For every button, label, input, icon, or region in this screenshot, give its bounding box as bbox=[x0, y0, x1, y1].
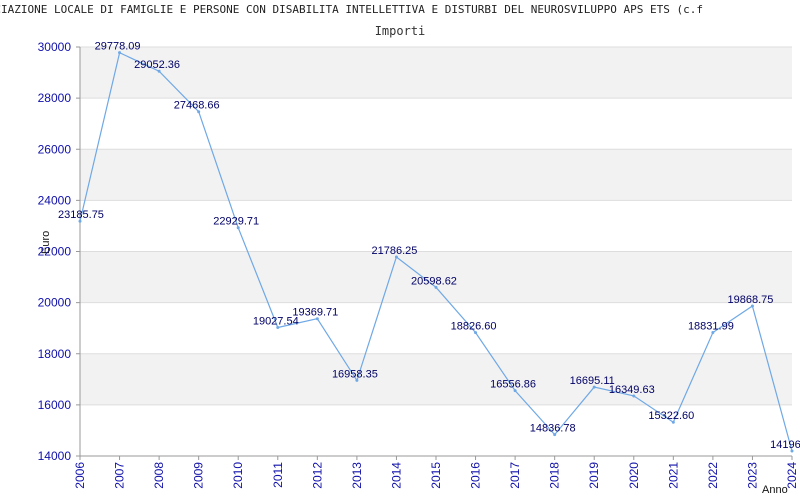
data-label: 27468.66 bbox=[174, 100, 220, 112]
y-tick-label: 18000 bbox=[38, 347, 72, 361]
x-tick-label: 2008 bbox=[152, 462, 166, 489]
data-point bbox=[474, 331, 478, 335]
data-point bbox=[394, 255, 398, 259]
x-tick-label: 2016 bbox=[469, 462, 483, 489]
y-tick-label: 26000 bbox=[38, 142, 72, 156]
x-tick-label: 2022 bbox=[706, 462, 720, 489]
x-tick-label: 2013 bbox=[350, 462, 364, 489]
data-point bbox=[434, 285, 438, 289]
data-point bbox=[671, 420, 675, 424]
y-tick-label: 30000 bbox=[38, 40, 72, 54]
data-label: 22929.71 bbox=[213, 216, 259, 228]
data-point bbox=[553, 433, 557, 437]
data-point bbox=[157, 69, 161, 73]
x-tick-label: 2010 bbox=[231, 462, 245, 489]
data-point bbox=[118, 51, 122, 55]
grid-band bbox=[80, 251, 792, 303]
y-tick-label: 20000 bbox=[38, 296, 72, 310]
x-tick-label: 2006 bbox=[73, 462, 87, 489]
data-point bbox=[513, 389, 517, 393]
data-point bbox=[355, 378, 359, 382]
x-tick-label: 2023 bbox=[745, 462, 759, 489]
x-tick-label: 2009 bbox=[192, 462, 206, 489]
data-label: 23185.75 bbox=[58, 209, 104, 221]
x-tick-label: 2012 bbox=[310, 462, 324, 489]
data-label: 19027.54 bbox=[253, 315, 299, 327]
data-point bbox=[315, 317, 319, 321]
data-label: 14196.0 bbox=[770, 439, 800, 451]
data-label: 16695.11 bbox=[570, 375, 615, 387]
y-tick-label: 14000 bbox=[38, 449, 72, 463]
data-point bbox=[750, 304, 754, 308]
data-point bbox=[592, 385, 596, 389]
data-point bbox=[197, 110, 201, 114]
data-label: 29778.09 bbox=[95, 41, 141, 53]
data-label: 18826.60 bbox=[451, 321, 497, 333]
data-point bbox=[711, 330, 715, 334]
grid-band bbox=[80, 47, 792, 99]
data-label: 14836.78 bbox=[530, 423, 576, 435]
chart-subtitle: Importi bbox=[374, 24, 426, 38]
grid-band bbox=[80, 149, 792, 201]
x-tick-label: 2014 bbox=[389, 462, 403, 489]
data-point bbox=[276, 325, 280, 329]
x-tick-label: 2020 bbox=[627, 462, 641, 489]
x-tick-label: 2007 bbox=[113, 462, 127, 489]
y-tick-label: 28000 bbox=[38, 91, 72, 105]
y-tick-label: 22000 bbox=[38, 245, 72, 259]
data-point bbox=[632, 394, 636, 398]
x-tick-label: 2019 bbox=[587, 462, 601, 489]
data-point bbox=[78, 219, 82, 223]
data-label: 19868.75 bbox=[727, 294, 773, 306]
data-label: 21786.25 bbox=[371, 245, 417, 257]
x-tick-label: 2011 bbox=[271, 462, 285, 488]
data-label: 20598.62 bbox=[411, 275, 457, 287]
data-label: 18831.99 bbox=[688, 320, 734, 332]
x-tick-label: 2021 bbox=[666, 462, 680, 489]
data-label: 15322.60 bbox=[648, 410, 694, 422]
data-label: 16958.35 bbox=[332, 368, 378, 380]
y-tick-label: 16000 bbox=[38, 398, 72, 412]
x-tick-label: 2017 bbox=[508, 462, 522, 489]
x-tick-label: 2015 bbox=[429, 462, 443, 489]
data-point bbox=[790, 449, 794, 453]
grid-band bbox=[80, 353, 792, 405]
data-point bbox=[236, 226, 240, 230]
data-label: 19369.71 bbox=[292, 307, 338, 319]
x-tick-label: 2024 bbox=[785, 462, 799, 489]
chart-title: NO ASSOCIAZIONE LOCALE DI FAMIGLIE E PER… bbox=[0, 3, 703, 16]
data-label: 29052.36 bbox=[134, 59, 180, 71]
data-label: 16556.86 bbox=[490, 379, 536, 391]
y-tick-label: 24000 bbox=[38, 193, 72, 207]
x-tick-label: 2018 bbox=[548, 462, 562, 489]
x-axis-label: Anno bbox=[762, 484, 788, 496]
data-label: 16349.63 bbox=[609, 384, 655, 396]
